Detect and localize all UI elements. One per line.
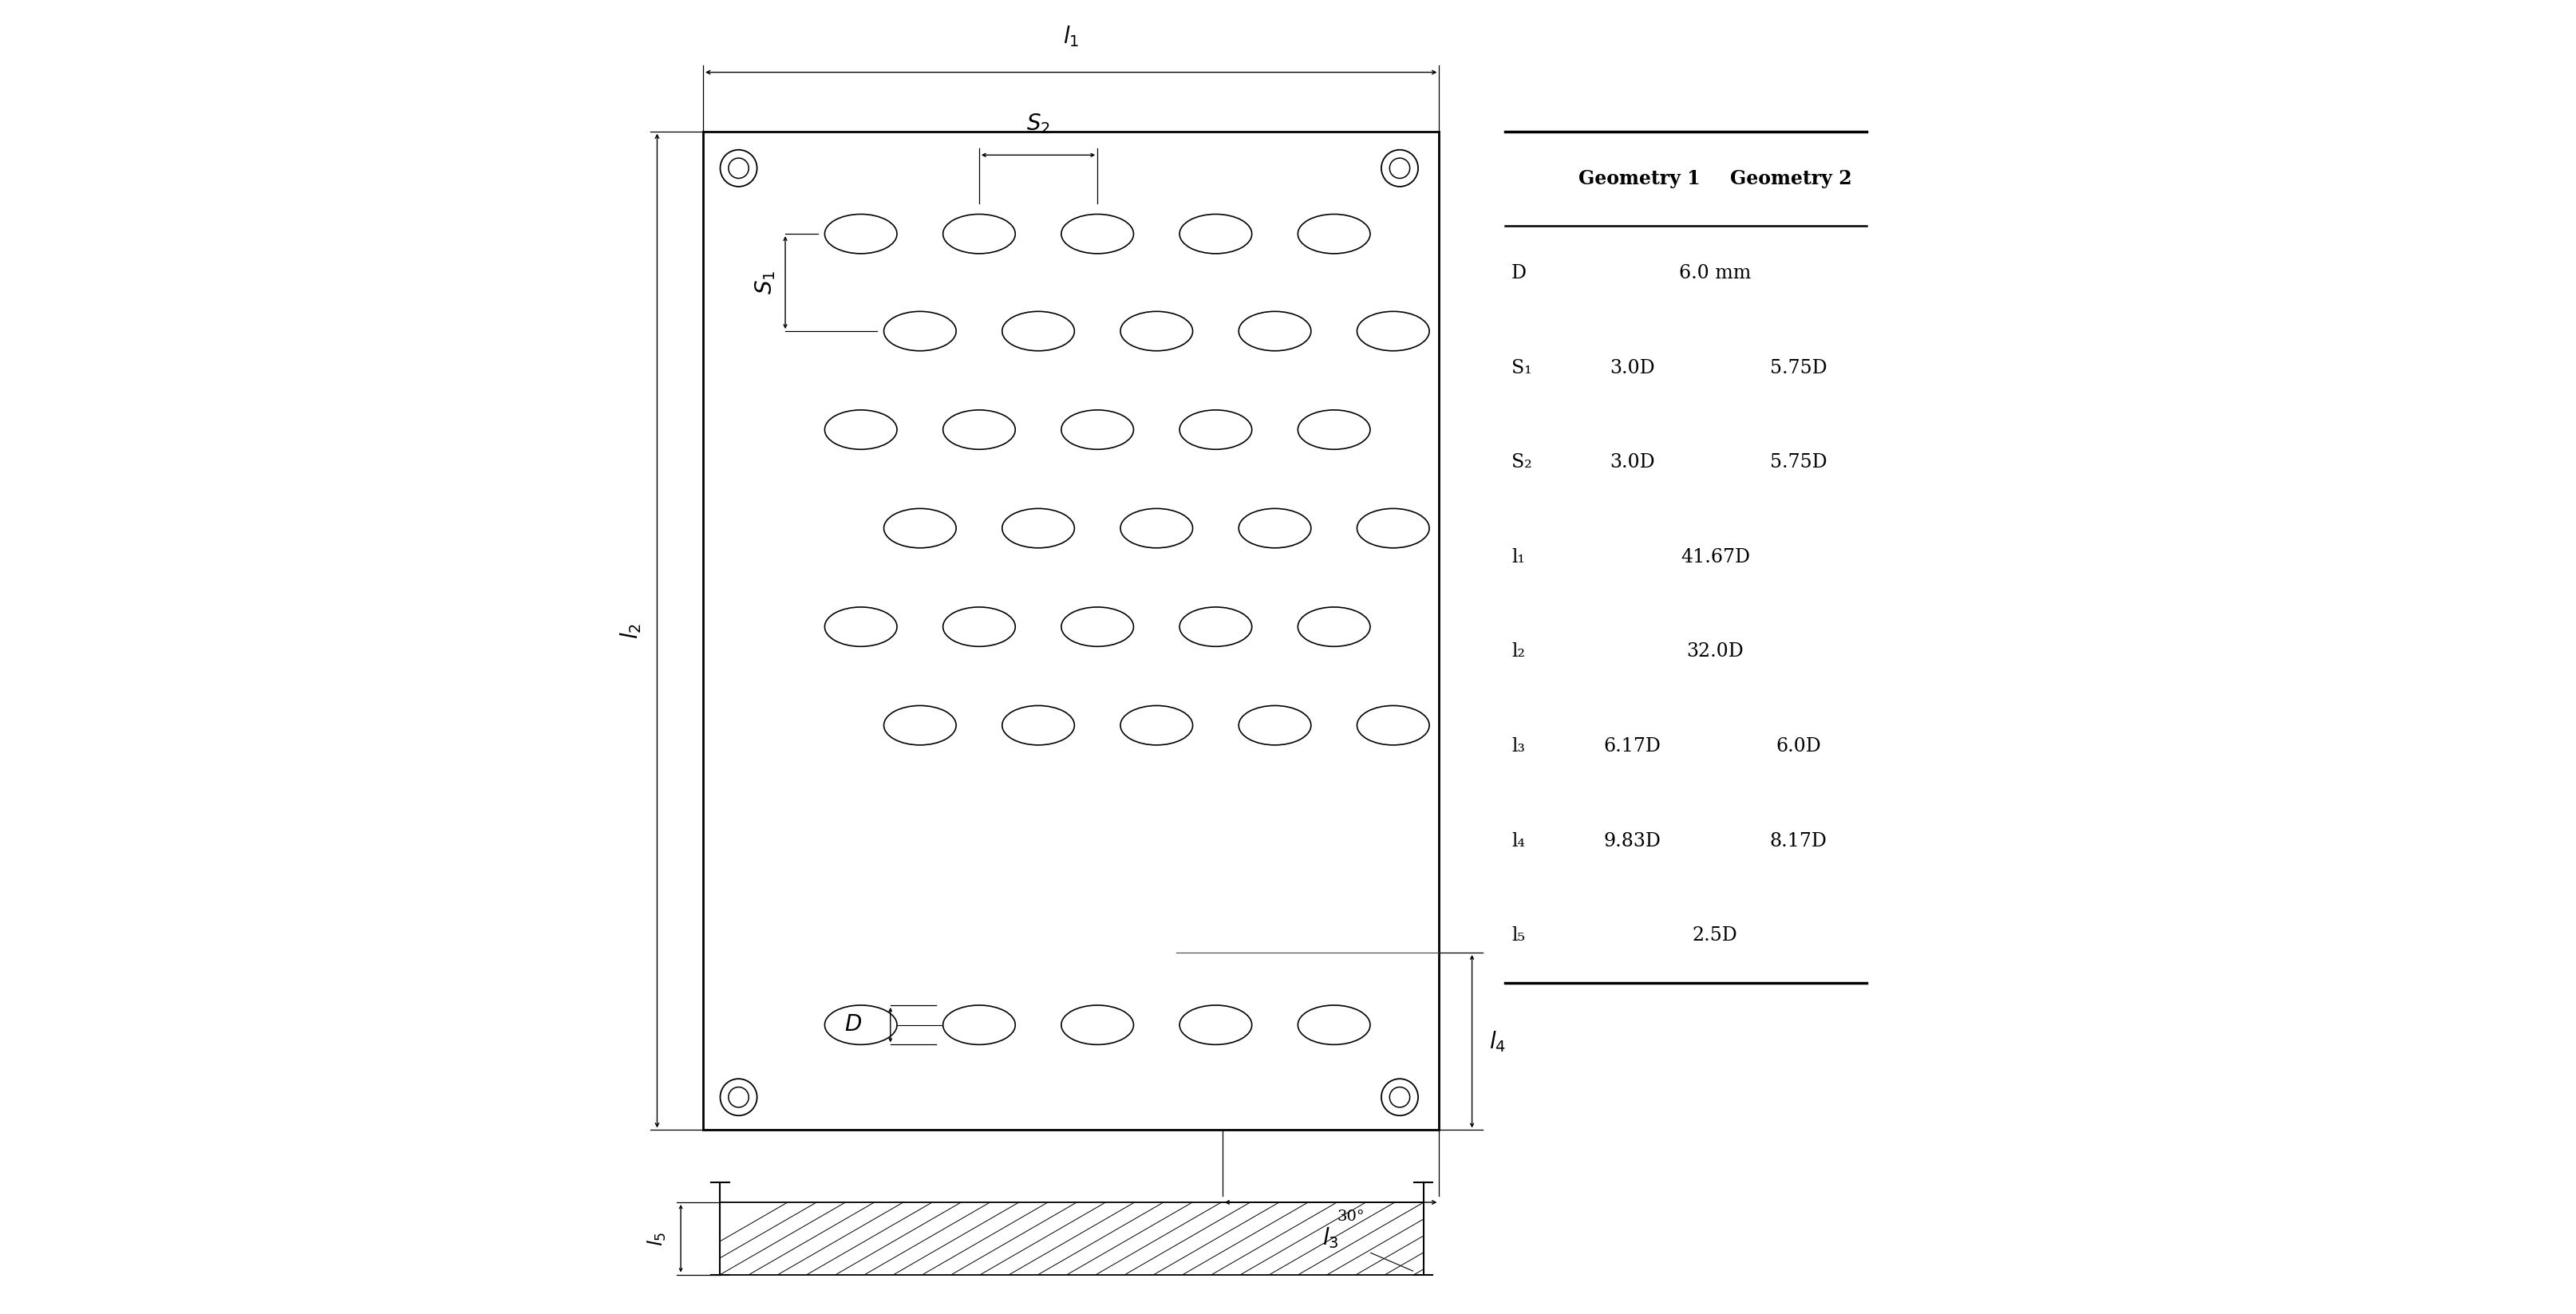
Ellipse shape	[1121, 706, 1193, 745]
Ellipse shape	[1239, 706, 1311, 745]
Text: $D$: $D$	[845, 1014, 860, 1035]
Ellipse shape	[1002, 509, 1074, 548]
Text: 8.17D: 8.17D	[1770, 832, 1826, 850]
Bar	[721, 1202, 1425, 1275]
Ellipse shape	[1358, 509, 1430, 548]
Text: 32.0D: 32.0D	[1687, 643, 1744, 661]
Circle shape	[729, 158, 750, 179]
Ellipse shape	[1298, 1005, 1370, 1045]
Text: D: D	[1512, 264, 1528, 283]
Text: $l_2$: $l_2$	[618, 623, 644, 639]
Ellipse shape	[1298, 410, 1370, 449]
Ellipse shape	[1061, 410, 1133, 449]
Ellipse shape	[884, 311, 956, 351]
Text: 5.75D: 5.75D	[1770, 359, 1826, 377]
Text: Geometry 2: Geometry 2	[1731, 170, 1852, 188]
Circle shape	[1388, 158, 1409, 179]
Circle shape	[1388, 1087, 1409, 1108]
Ellipse shape	[824, 214, 896, 254]
Text: $S_1$: $S_1$	[755, 271, 778, 294]
Text: Geometry 1: Geometry 1	[1579, 170, 1700, 188]
Text: S₂: S₂	[1512, 453, 1533, 472]
Ellipse shape	[1180, 607, 1252, 646]
Ellipse shape	[943, 607, 1015, 646]
Ellipse shape	[884, 706, 956, 745]
Text: 6.17D: 6.17D	[1602, 737, 1662, 756]
Text: l₁: l₁	[1512, 548, 1525, 566]
Circle shape	[729, 1087, 750, 1108]
Ellipse shape	[1358, 706, 1430, 745]
Ellipse shape	[1298, 607, 1370, 646]
Text: 30°: 30°	[1337, 1210, 1365, 1223]
Text: 6.0 mm: 6.0 mm	[1680, 264, 1752, 283]
Text: 5.75D: 5.75D	[1770, 453, 1826, 472]
Ellipse shape	[1298, 214, 1370, 254]
Ellipse shape	[824, 607, 896, 646]
Text: $l_5$: $l_5$	[647, 1231, 667, 1246]
Ellipse shape	[943, 1005, 1015, 1045]
Ellipse shape	[1358, 311, 1430, 351]
Ellipse shape	[943, 410, 1015, 449]
Ellipse shape	[1061, 607, 1133, 646]
Ellipse shape	[1180, 410, 1252, 449]
Ellipse shape	[1239, 509, 1311, 548]
Ellipse shape	[824, 1005, 896, 1045]
Circle shape	[721, 150, 757, 187]
Circle shape	[1381, 1079, 1419, 1116]
Ellipse shape	[884, 509, 956, 548]
Text: $l_1$: $l_1$	[1064, 24, 1079, 49]
Ellipse shape	[824, 410, 896, 449]
Text: l₄: l₄	[1512, 832, 1525, 850]
Ellipse shape	[1002, 311, 1074, 351]
Text: 9.83D: 9.83D	[1602, 832, 1662, 850]
Bar	[703, 131, 1440, 1130]
Ellipse shape	[1180, 214, 1252, 254]
Ellipse shape	[1239, 311, 1311, 351]
Ellipse shape	[1121, 311, 1193, 351]
Ellipse shape	[943, 214, 1015, 254]
Ellipse shape	[1121, 509, 1193, 548]
Text: 3.0D: 3.0D	[1610, 453, 1654, 472]
Ellipse shape	[1061, 1005, 1133, 1045]
Ellipse shape	[1061, 214, 1133, 254]
Text: 2.5D: 2.5D	[1692, 926, 1739, 945]
Text: 6.0D: 6.0D	[1775, 737, 1821, 756]
Text: $l_3$: $l_3$	[1321, 1226, 1340, 1251]
Circle shape	[721, 1079, 757, 1116]
Text: $l_4$: $l_4$	[1489, 1029, 1507, 1054]
Text: l₅: l₅	[1512, 926, 1525, 945]
Text: 41.67D: 41.67D	[1680, 548, 1749, 566]
Ellipse shape	[1002, 706, 1074, 745]
Text: l₃: l₃	[1512, 737, 1525, 756]
Text: $S_2$: $S_2$	[1025, 112, 1051, 135]
Ellipse shape	[1180, 1005, 1252, 1045]
Text: l₂: l₂	[1512, 643, 1525, 661]
Text: 3.0D: 3.0D	[1610, 359, 1654, 377]
Circle shape	[1381, 150, 1419, 187]
Text: S₁: S₁	[1512, 359, 1533, 377]
